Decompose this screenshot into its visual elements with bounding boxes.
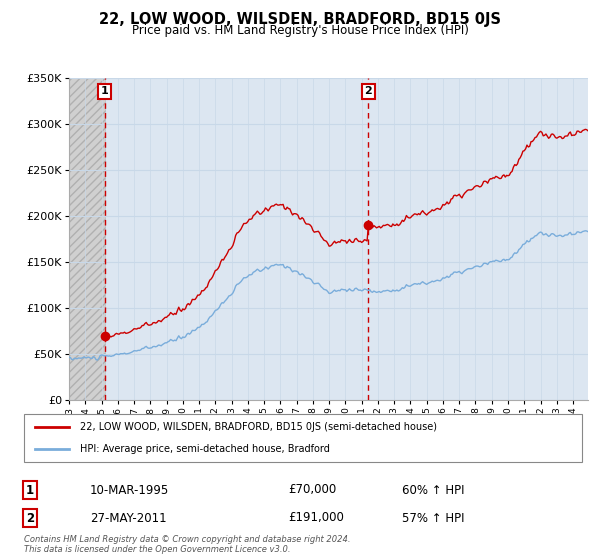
Text: HPI: Average price, semi-detached house, Bradford: HPI: Average price, semi-detached house,… [80, 444, 329, 454]
Text: Price paid vs. HM Land Registry's House Price Index (HPI): Price paid vs. HM Land Registry's House … [131, 24, 469, 36]
Text: Contains HM Land Registry data © Crown copyright and database right 2024.
This d: Contains HM Land Registry data © Crown c… [24, 535, 350, 554]
Text: 1: 1 [101, 86, 109, 96]
Text: 10-MAR-1995: 10-MAR-1995 [90, 483, 169, 497]
Text: £191,000: £191,000 [288, 511, 344, 525]
Text: 60% ↑ HPI: 60% ↑ HPI [402, 483, 464, 497]
Text: 22, LOW WOOD, WILSDEN, BRADFORD, BD15 0JS (semi-detached house): 22, LOW WOOD, WILSDEN, BRADFORD, BD15 0J… [80, 422, 437, 432]
Bar [69, 78, 104, 400]
Text: 2: 2 [364, 86, 372, 96]
Bar [69, 78, 104, 400]
Text: 1: 1 [26, 483, 34, 497]
Text: £70,000: £70,000 [288, 483, 336, 497]
Text: 57% ↑ HPI: 57% ↑ HPI [402, 511, 464, 525]
Text: 22, LOW WOOD, WILSDEN, BRADFORD, BD15 0JS: 22, LOW WOOD, WILSDEN, BRADFORD, BD15 0J… [99, 12, 501, 27]
Text: 27-MAY-2011: 27-MAY-2011 [90, 511, 167, 525]
Text: 2: 2 [26, 511, 34, 525]
